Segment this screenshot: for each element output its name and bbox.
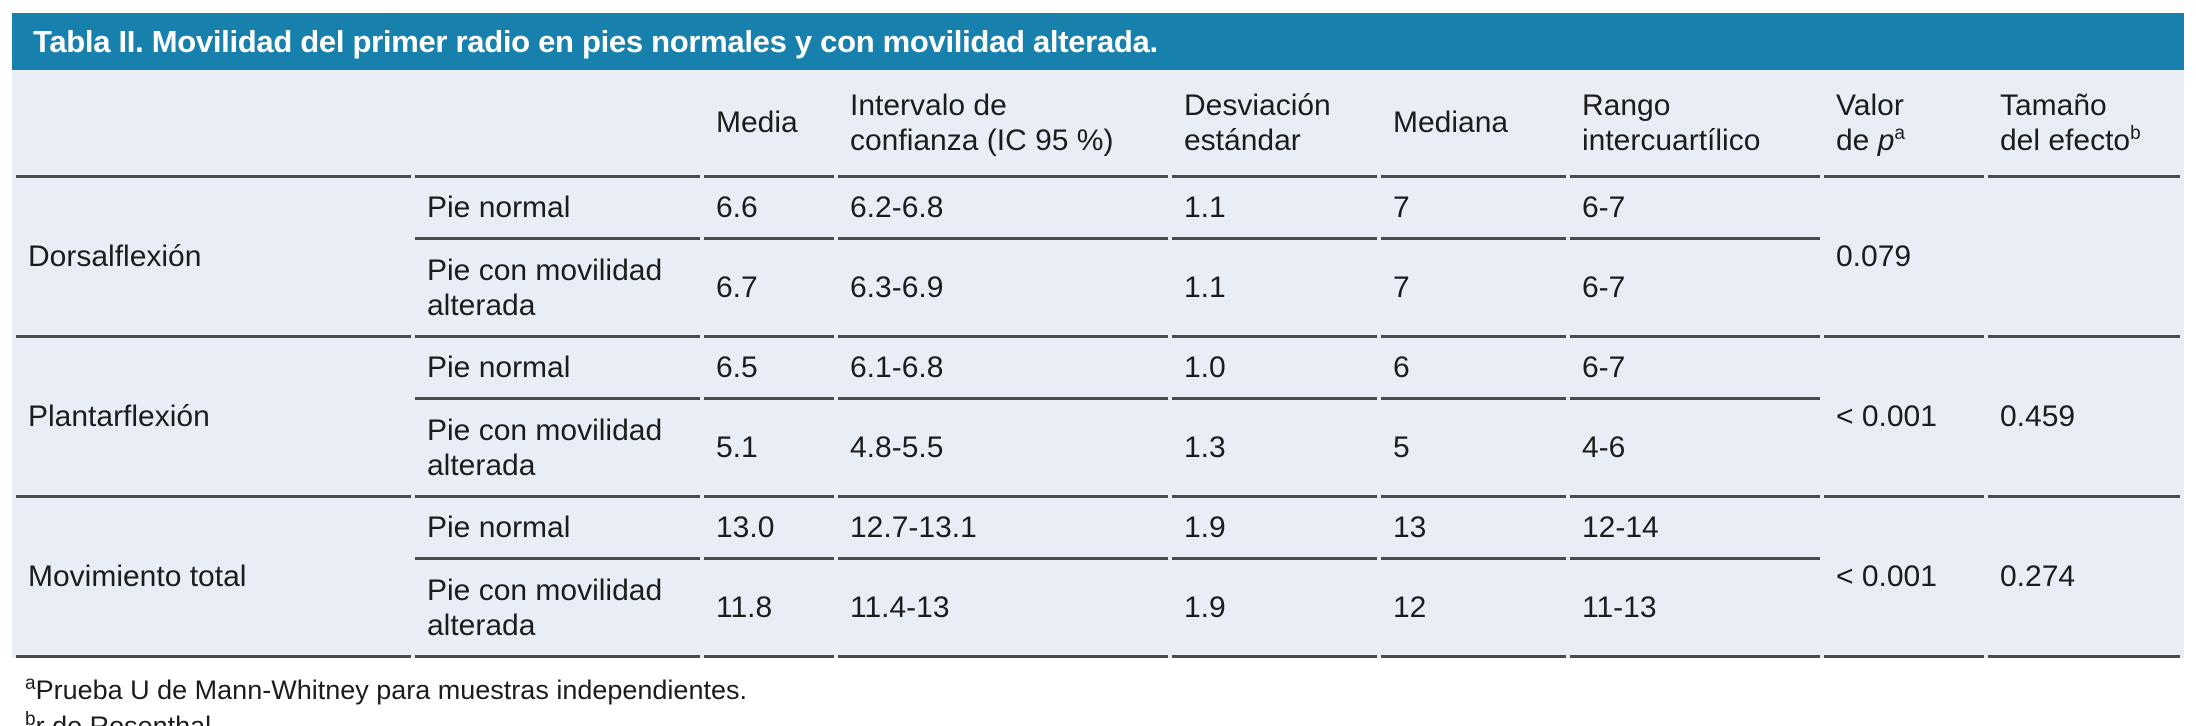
cell-ic: 6.1-6.8: [838, 338, 1168, 400]
table-row: Pie con movilidad alterada 5.1 4.8-5.5 1…: [16, 400, 2180, 498]
col-header-desviacion-estandar: Desviación estándar: [1172, 70, 1377, 178]
cell-media: 13.0: [704, 498, 834, 560]
table-title: Tabla II. Movilidad del primer radio en …: [33, 23, 1158, 59]
footnote-marker-b: b: [2130, 122, 2141, 144]
cell-foot-type: Pie con movilidad alterada: [415, 560, 700, 658]
footnote-a-marker: a: [25, 673, 36, 694]
cell-media: 11.8: [704, 560, 834, 658]
cell-valor-p: < 0.001: [1824, 498, 1984, 658]
table-title-bar: Tabla II. Movilidad del primer radio en …: [12, 13, 2184, 70]
table-row: Dorsalflexión Pie normal 6.6 6.2-6.8 1.1…: [16, 178, 2180, 338]
footnote-a-text: Prueba U de Mann-Whitney para muestras i…: [35, 675, 747, 705]
cell-ic: 12.7-13.1: [838, 498, 1168, 560]
cell-de: 1.1: [1172, 178, 1377, 240]
table-row: Plantarflexión Pie normal 6.5 6.1-6.8 1.…: [16, 338, 2180, 498]
col-header-mediana: Mediana: [1381, 70, 1566, 178]
cell-rango: 6-7: [1570, 240, 1820, 338]
cell-rango: 6-7: [1570, 338, 1820, 400]
col-header-variable-empty: [16, 70, 411, 178]
cell-rango: 11-13: [1570, 560, 1820, 658]
cell-media: 6.7: [704, 240, 834, 338]
cell-de: 1.9: [1172, 560, 1377, 658]
cell-foot-type: Pie con movilidad alterada: [415, 240, 700, 338]
cell-ic: 6.3-6.9: [838, 240, 1168, 338]
cell-rango: 12-14: [1570, 498, 1820, 560]
cell-media: 6.6: [704, 178, 834, 240]
cell-valor-p: 0.079: [1824, 178, 1984, 338]
cell-mediana: 12: [1381, 560, 1566, 658]
col-header-tamano-efecto: Tamaño del efectob: [1988, 70, 2180, 178]
cell-rango: 4-6: [1570, 400, 1820, 498]
cell-foot-type: Pie normal: [415, 338, 700, 400]
cell-de: 1.1: [1172, 240, 1377, 338]
cell-foot-type: Pie con movilidad alterada: [415, 400, 700, 498]
cell-valor-p: < 0.001: [1824, 338, 1984, 498]
cell-foot-type: Pie normal: [415, 498, 700, 560]
footnotes: aPrueba U de Mann-Whitney para muestras …: [25, 672, 2184, 726]
col-header-rango-intercuartilico: Rango intercuartílico: [1570, 70, 1820, 178]
table-row: Movimiento total Pie normal 13.0 12.7-13…: [16, 498, 2180, 658]
footnote-b-text: r de Rosenthal.: [35, 711, 219, 726]
cell-media: 5.1: [704, 400, 834, 498]
cell-tamano-efecto: 0.274: [1988, 498, 2180, 658]
table-container: Tabla II. Movilidad del primer radio en …: [12, 13, 2184, 726]
footnote-marker-a: a: [1894, 122, 1905, 144]
row-label-dorsalflexion: Dorsalflexión: [16, 178, 411, 338]
footnote-a: aPrueba U de Mann-Whitney para muestras …: [25, 672, 2184, 708]
p-variable: p: [1877, 123, 1895, 157]
header-row: Media Intervalo de confianza (IC 95 %) D…: [16, 70, 2180, 178]
cell-rango: 6-7: [1570, 178, 1820, 240]
cell-ic: 6.2-6.8: [838, 178, 1168, 240]
statistics-table: Media Intervalo de confianza (IC 95 %) D…: [12, 70, 2184, 658]
table-row: Pie con movilidad alterada 11.8 11.4-13 …: [16, 560, 2180, 658]
col-header-intervalo-confianza: Intervalo de confianza (IC 95 %): [838, 70, 1168, 178]
table-row: Pie con movilidad alterada 6.7 6.3-6.9 1…: [16, 240, 2180, 338]
footnote-b: br de Rosenthal.: [25, 708, 2184, 726]
cell-tamano-efecto: 0.459: [1988, 338, 2180, 498]
cell-ic: 4.8-5.5: [838, 400, 1168, 498]
col-header-foot-type-empty: [415, 70, 700, 178]
cell-mediana: 7: [1381, 240, 1566, 338]
row-label-movimiento-total: Movimiento total: [16, 498, 411, 658]
cell-mediana: 7: [1381, 178, 1566, 240]
cell-de: 1.3: [1172, 400, 1377, 498]
col-header-media: Media: [704, 70, 834, 178]
cell-foot-type: Pie normal: [415, 178, 700, 240]
cell-tamano-efecto: [1988, 178, 2180, 338]
footnote-b-marker: b: [25, 709, 36, 726]
col-header-valor-p: Valor de pa: [1824, 70, 1984, 178]
cell-de: 1.9: [1172, 498, 1377, 560]
cell-mediana: 13: [1381, 498, 1566, 560]
cell-mediana: 6: [1381, 338, 1566, 400]
row-label-plantarflexion: Plantarflexión: [16, 338, 411, 498]
cell-mediana: 5: [1381, 400, 1566, 498]
cell-de: 1.0: [1172, 338, 1377, 400]
cell-ic: 11.4-13: [838, 560, 1168, 658]
cell-media: 6.5: [704, 338, 834, 400]
